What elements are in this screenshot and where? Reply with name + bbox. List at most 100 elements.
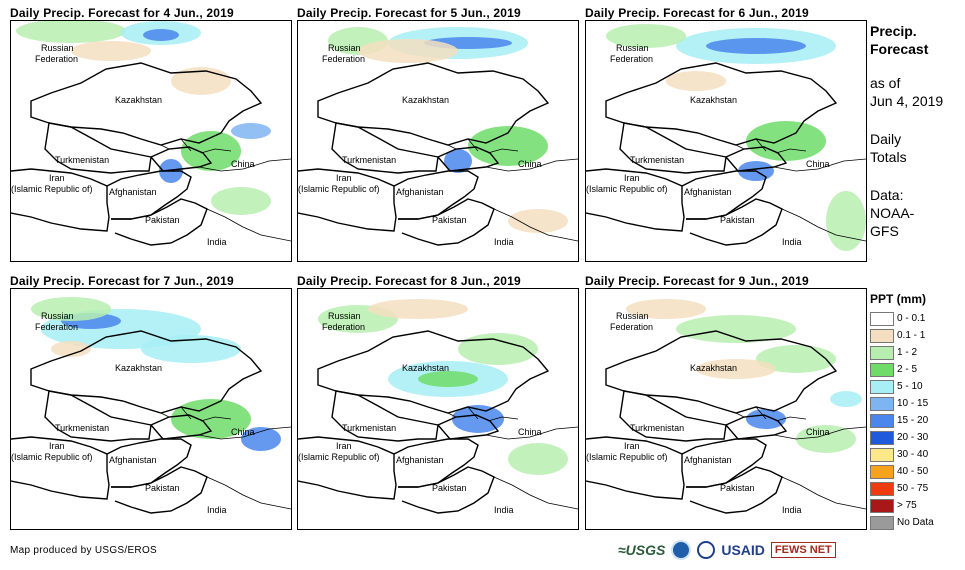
- legend-swatch: [870, 430, 894, 445]
- country-label-afghanistan: Afghanistan: [109, 455, 157, 465]
- country-border: [735, 138, 807, 154]
- legend-swatch: [870, 396, 894, 411]
- country-border: [447, 406, 519, 422]
- country-label-kazakhstan: Kazakhstan: [115, 363, 162, 373]
- country-label-russia-1: Russian: [328, 311, 361, 321]
- country-border: [298, 436, 397, 500]
- as-of-label: as of: [870, 75, 901, 91]
- precip-area: [71, 41, 151, 61]
- country-label-kazakhstan: Kazakhstan: [402, 363, 449, 373]
- country-border: [781, 476, 866, 510]
- legend-label: 1 - 2: [897, 347, 918, 358]
- country-label-china: China: [231, 159, 255, 169]
- map-credit: Map produced by USGS/EROS: [10, 545, 158, 556]
- legend-title: PPT (mm): [870, 292, 927, 306]
- legend-label: 0.1 - 1: [897, 330, 926, 341]
- legend-swatch: [870, 498, 894, 513]
- data-source-line-1: NOAA-: [870, 205, 915, 221]
- country-label-pakistan: Pakistan: [432, 483, 467, 493]
- country-label-afghanistan: Afghanistan: [396, 187, 444, 197]
- country-label-china: China: [518, 427, 542, 437]
- country-border: [11, 168, 110, 232]
- legend-item: 10 - 15: [870, 395, 934, 412]
- precip-area: [231, 123, 271, 139]
- country-border: [198, 426, 291, 440]
- precip-area: [16, 21, 126, 43]
- legend-item: 50 - 75: [870, 480, 934, 497]
- precip-area: [830, 391, 862, 407]
- country-label-china: China: [806, 427, 830, 437]
- legend-label: 20 - 30: [897, 432, 929, 443]
- panel-title: Daily Precip. Forecast for 9 Jun., 2019: [585, 274, 809, 288]
- country-border: [447, 138, 519, 154]
- legend-swatch: [870, 464, 894, 479]
- legend-label: No Data: [897, 517, 934, 528]
- country-border: [30, 330, 263, 414]
- fews-net-logo: FEWS NET: [770, 542, 836, 558]
- precip-area: [368, 299, 468, 319]
- forecast-map: Russian Federation Kazakhstan Turkmenistan I…: [297, 288, 579, 530]
- precip-area: [444, 149, 472, 173]
- precip-area: [181, 131, 241, 171]
- country-border: [485, 426, 578, 440]
- country-border: [605, 330, 838, 414]
- forecast-panel-jun-7: Daily Precip. Forecast for 7 Jun., 2019 …: [10, 274, 292, 530]
- country-label-iran-1: Iran: [336, 441, 352, 451]
- precip-area: [706, 38, 806, 54]
- country-label-china: China: [806, 159, 830, 169]
- country-borders: [298, 330, 578, 514]
- country-label-russia-1: Russian: [616, 43, 649, 53]
- legend-label: 10 - 15: [897, 398, 929, 409]
- legend-item: 0.1 - 1: [870, 327, 934, 344]
- precip-area: [606, 24, 686, 48]
- precip-area: [796, 425, 856, 453]
- country-label-iran-2: (Islamic Republic of): [11, 184, 93, 194]
- legend-swatch: [870, 413, 894, 428]
- info-heading-line-1: Precip.: [870, 23, 917, 39]
- country-label-kazakhstan: Kazakhstan: [402, 95, 449, 105]
- country-label-afghanistan: Afghanistan: [396, 455, 444, 465]
- country-border: [206, 476, 291, 510]
- country-label-russia-1: Russian: [41, 43, 74, 53]
- country-label-india: India: [782, 505, 802, 515]
- legend-item: 15 - 20: [870, 412, 934, 429]
- country-border: [619, 122, 727, 174]
- legend-item: > 75: [870, 497, 934, 514]
- country-label-russia-2: Federation: [610, 322, 653, 332]
- country-label-iran-2: (Islamic Republic of): [586, 452, 668, 462]
- country-borders: [11, 62, 291, 246]
- country-label-russia-2: Federation: [322, 54, 365, 64]
- precip-area: [826, 191, 866, 251]
- data-source-label: Data:: [870, 187, 904, 203]
- forecast-map: Russian Federation Kazakhstan Turkmenistan I…: [585, 20, 867, 262]
- country-border: [485, 158, 578, 172]
- legend-item: 1 - 2: [870, 344, 934, 361]
- noaa-logo: [671, 540, 692, 560]
- country-border: [619, 390, 727, 442]
- country-border: [586, 436, 685, 500]
- country-label-turkmenistan: Turkmenistan: [342, 423, 396, 433]
- panel-title: Daily Precip. Forecast for 5 Jun., 2019: [297, 6, 521, 20]
- forecast-map: Russian Federation Kazakhstan Turkmenistan I…: [297, 20, 579, 262]
- country-label-russia-2: Federation: [322, 322, 365, 332]
- country-label-russia-2: Federation: [35, 54, 78, 64]
- country-label-afghanistan: Afghanistan: [684, 187, 732, 197]
- legend-item: 2 - 5: [870, 361, 934, 378]
- legend-label: 2 - 5: [897, 364, 918, 375]
- country-label-turkmenistan: Turkmenistan: [630, 423, 684, 433]
- country-label-kazakhstan: Kazakhstan: [690, 95, 737, 105]
- precip-area: [241, 427, 281, 451]
- precip-area: [418, 371, 478, 387]
- precip-area: [756, 345, 836, 373]
- legend-item: 40 - 50: [870, 463, 934, 480]
- country-border: [206, 208, 291, 242]
- country-border: [317, 62, 550, 146]
- precip-area: [508, 443, 568, 475]
- country-border: [198, 158, 291, 172]
- country-label-iran-1: Iran: [336, 173, 352, 183]
- precip-area: [51, 341, 91, 357]
- country-label-iran-1: Iran: [49, 441, 65, 451]
